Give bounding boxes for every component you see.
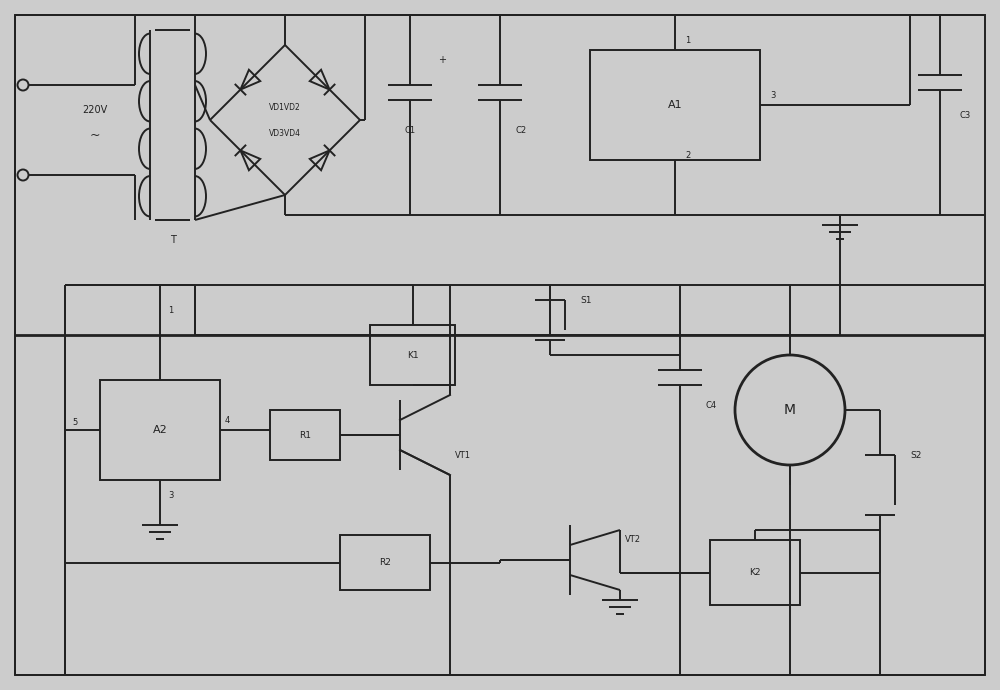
Text: 3: 3 <box>168 491 173 500</box>
Text: 5: 5 <box>72 417 77 426</box>
Text: K2: K2 <box>749 568 761 577</box>
Text: A1: A1 <box>668 100 682 110</box>
Text: K1: K1 <box>407 351 418 359</box>
Text: VD3VD4: VD3VD4 <box>269 128 301 137</box>
Bar <box>270 410 340 460</box>
Text: 1: 1 <box>685 35 690 44</box>
Text: 220V: 220V <box>82 105 108 115</box>
Text: VD1VD2: VD1VD2 <box>269 103 301 112</box>
Text: C1: C1 <box>404 126 416 135</box>
Text: ~: ~ <box>90 128 100 141</box>
Text: S2: S2 <box>910 451 921 460</box>
Text: A2: A2 <box>153 425 167 435</box>
Text: VT2: VT2 <box>625 535 641 544</box>
Bar <box>710 540 800 605</box>
Text: C4: C4 <box>705 400 716 409</box>
Text: 3: 3 <box>770 90 775 99</box>
Bar <box>340 535 430 590</box>
Bar <box>590 50 760 160</box>
Text: 4: 4 <box>225 415 230 424</box>
Text: VT1: VT1 <box>455 451 471 460</box>
Bar <box>370 325 455 385</box>
Text: C3: C3 <box>960 110 971 119</box>
Text: S1: S1 <box>580 295 592 304</box>
Text: 2: 2 <box>685 150 690 159</box>
Text: C2: C2 <box>515 126 526 135</box>
Text: M: M <box>784 403 796 417</box>
Text: R1: R1 <box>299 431 311 440</box>
Bar <box>100 380 220 480</box>
Text: +: + <box>438 55 446 65</box>
Text: T: T <box>170 235 176 245</box>
Text: R2: R2 <box>379 558 391 567</box>
Text: 1: 1 <box>168 306 173 315</box>
